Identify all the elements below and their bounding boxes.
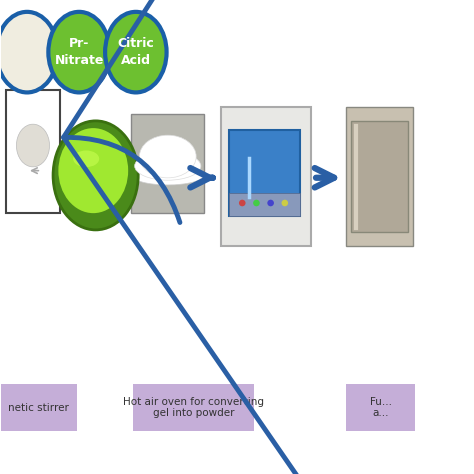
Ellipse shape — [105, 12, 166, 92]
Text: Pr-: Pr- — [69, 37, 89, 50]
FancyBboxPatch shape — [351, 121, 408, 232]
Ellipse shape — [58, 128, 128, 213]
Circle shape — [239, 200, 246, 206]
Ellipse shape — [0, 12, 58, 92]
Ellipse shape — [48, 12, 110, 92]
Ellipse shape — [53, 121, 138, 230]
Circle shape — [253, 200, 260, 206]
Text: Citric: Citric — [118, 37, 154, 50]
FancyBboxPatch shape — [131, 114, 204, 213]
FancyBboxPatch shape — [229, 130, 301, 216]
FancyBboxPatch shape — [346, 384, 415, 431]
Ellipse shape — [135, 152, 201, 180]
Text: Fu...
a...: Fu... a... — [370, 397, 392, 419]
Text: Nitrate: Nitrate — [55, 54, 104, 67]
Text: Acid: Acid — [121, 54, 151, 67]
Ellipse shape — [132, 166, 203, 185]
Circle shape — [282, 200, 288, 206]
Ellipse shape — [73, 150, 99, 167]
Circle shape — [267, 200, 274, 206]
Ellipse shape — [139, 135, 196, 178]
FancyBboxPatch shape — [1, 384, 77, 431]
FancyArrowPatch shape — [64, 0, 314, 474]
Text: Hot air oven for converting
gel into powder: Hot air oven for converting gel into pow… — [123, 397, 264, 419]
FancyBboxPatch shape — [229, 192, 301, 216]
Text: netic stirrer: netic stirrer — [9, 402, 69, 413]
Ellipse shape — [17, 124, 49, 167]
FancyBboxPatch shape — [134, 384, 254, 431]
FancyBboxPatch shape — [221, 107, 311, 246]
FancyBboxPatch shape — [6, 90, 60, 213]
FancyBboxPatch shape — [346, 107, 412, 246]
